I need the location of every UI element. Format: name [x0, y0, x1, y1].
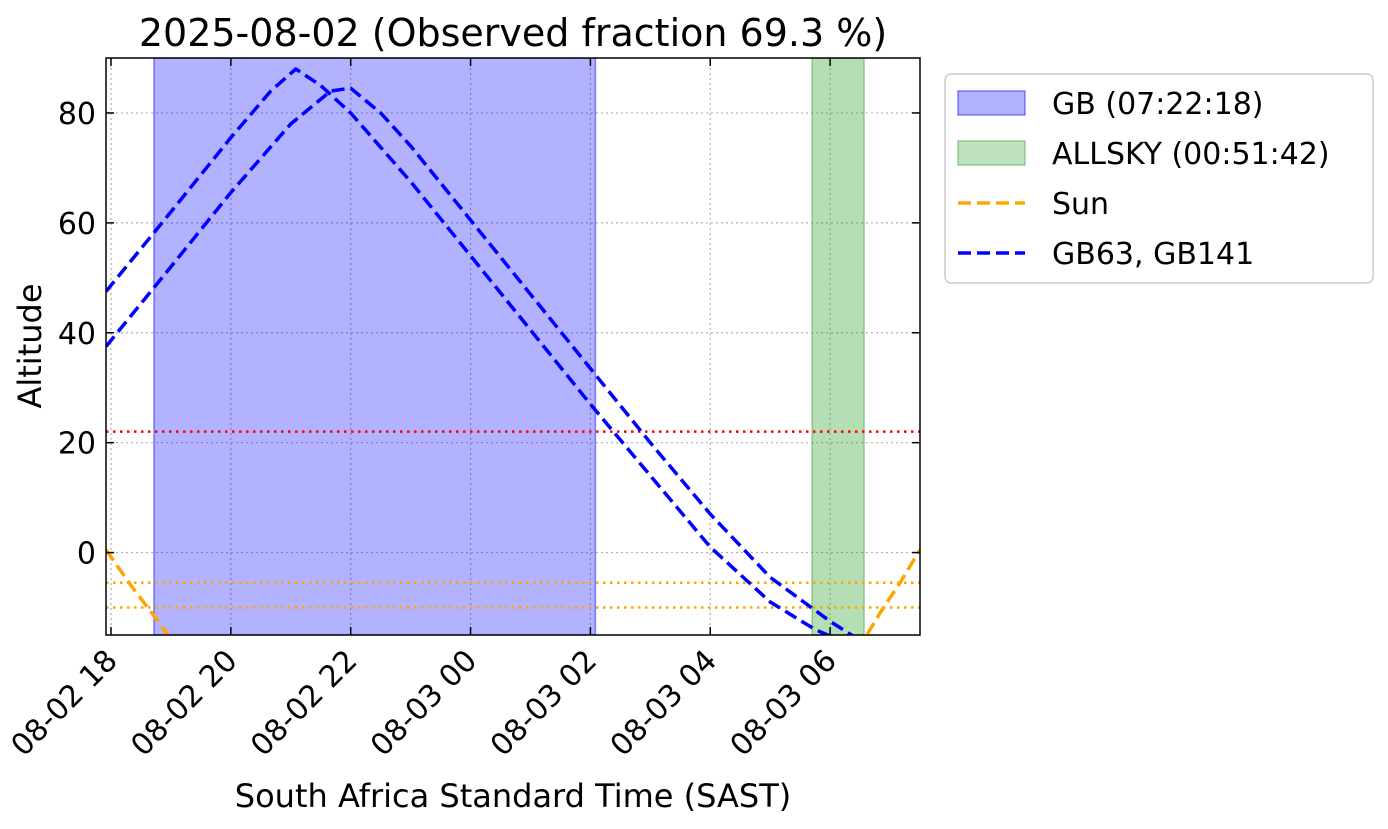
- legend-swatch: [957, 140, 1026, 166]
- span-region: [153, 58, 597, 635]
- x-axis-label: South Africa Standard Time (SAST): [235, 777, 791, 815]
- series-line-gb63-gb141: [106, 67, 832, 635]
- y-tick-label: 80: [58, 97, 96, 132]
- series-line-sun: [106, 548, 920, 635]
- legend: GB (07:22:18) ALLSKY (00:51:42) Sun GB63, G…: [944, 73, 1374, 284]
- legend-label: GB63, GB141: [1052, 237, 1254, 272]
- legend-frame: [944, 73, 1374, 284]
- plot-frame: [105, 57, 921, 636]
- chart-title: 2025-08-02 (Observed fraction 69.3 %): [139, 11, 887, 55]
- x-tick-label: 08-02 22: [244, 643, 364, 763]
- legend-label: GB (07:22:18): [1052, 87, 1264, 122]
- y-tick-label: 40: [58, 317, 96, 352]
- y-tick-label: 60: [58, 207, 96, 242]
- y-tick-label: 0: [77, 537, 96, 572]
- x-tick-label: 08-03 02: [484, 643, 604, 763]
- series-line-gb63-gb141: [106, 86, 855, 635]
- x-tick-label: 08-02 20: [124, 643, 244, 763]
- x-tick-label: 08-03 04: [604, 643, 724, 763]
- grid: [106, 58, 920, 635]
- legend-swatch: [957, 90, 1026, 116]
- y-tick-label: 20: [58, 427, 96, 462]
- legend-label: Sun: [1052, 187, 1109, 222]
- x-tick-label: 08-02 18: [5, 643, 125, 763]
- x-tick-label: 08-03 06: [724, 643, 844, 763]
- legend-label: ALLSKY (00:51:42): [1052, 137, 1330, 172]
- x-tick-label: 08-03 00: [364, 643, 484, 763]
- span-region: [811, 58, 865, 635]
- y-axis-label: Altitude: [11, 283, 49, 408]
